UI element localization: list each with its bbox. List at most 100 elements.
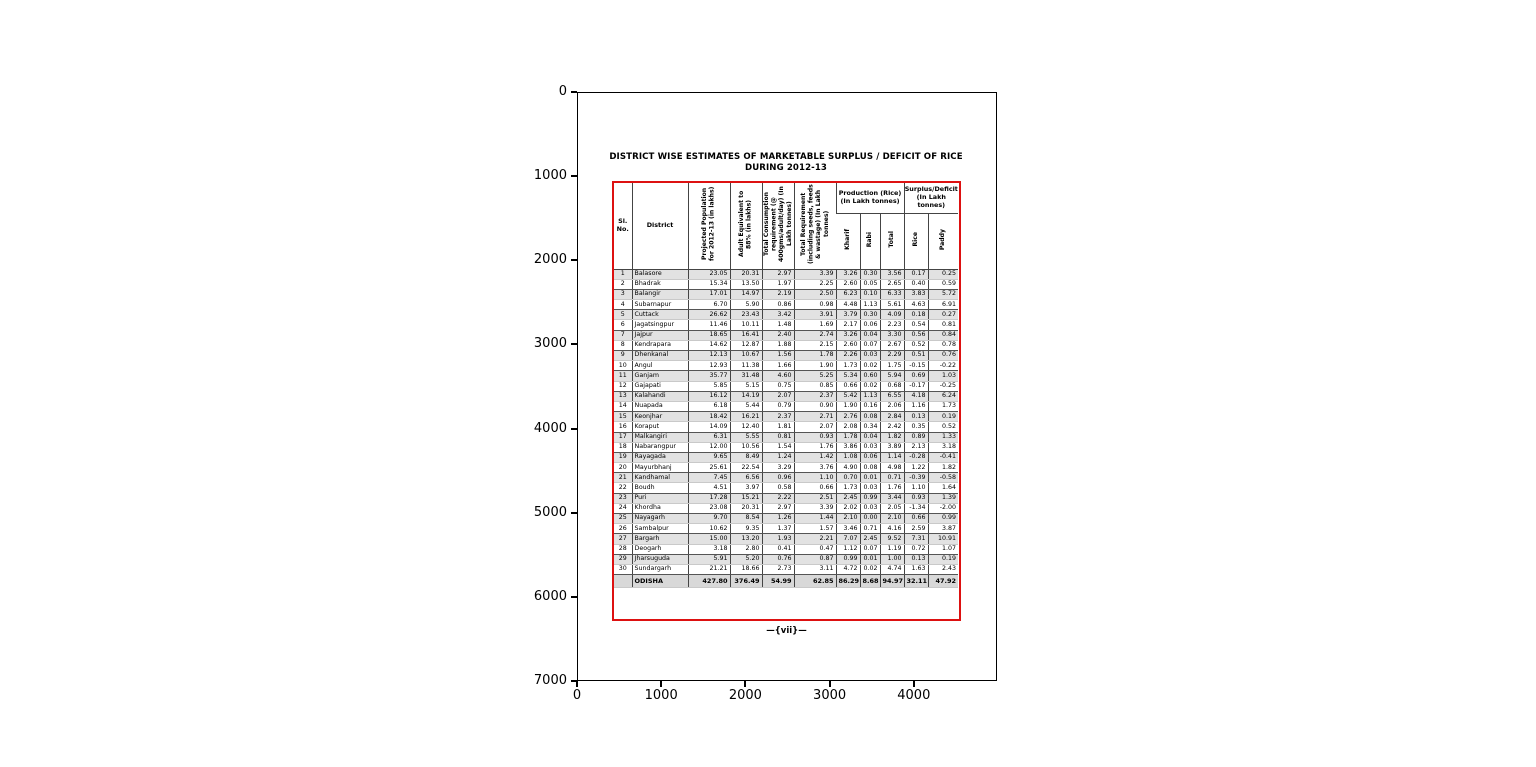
value-cell: 1.37 — [761, 523, 794, 535]
value-cell: 2.60 — [835, 340, 860, 352]
table-row: 6 Jagatsingpur 11.46 10.11 1.48 1.69 2.17 0.06 2… — [614, 319, 959, 331]
value-cell: -0.58 — [927, 472, 959, 484]
value-cell: 1.13 — [859, 391, 880, 402]
value-cell: 0.56 — [903, 330, 929, 341]
value-cell: 5.85 — [687, 381, 730, 392]
y-tick-label: 7000 — [533, 673, 567, 688]
value-cell: 12.40 — [729, 421, 762, 433]
value-cell: 2.45 — [859, 533, 880, 545]
value-cell: 0.02 — [859, 360, 880, 372]
value-cell: 427.80 — [687, 574, 730, 589]
value-cell: 2.60 — [835, 279, 860, 290]
value-cell: 0.30 — [859, 309, 880, 321]
value-cell: 0.81 — [927, 319, 959, 331]
value-cell: 1.57 — [793, 523, 836, 535]
table-row: 15 Keonjhar 18.42 16.21 2.37 2.71 2.76 0.08 2.84… — [614, 411, 959, 423]
value-cell: 4.48 — [835, 299, 860, 311]
value-cell: 0.72 — [903, 544, 929, 555]
value-cell: 1.93 — [761, 533, 794, 545]
sl-no-cell: 17 — [614, 432, 632, 443]
y-tick-mark — [571, 595, 577, 598]
value-cell: 2.67 — [879, 340, 905, 352]
x-tick-label: 3000 — [813, 688, 847, 703]
value-cell: 2.21 — [793, 533, 836, 545]
y-tick-mark — [571, 259, 577, 262]
col-header-population: Projected Population for 2012-13 (in lak… — [687, 183, 730, 270]
y-tick-mark — [571, 427, 577, 430]
value-cell: 7.45 — [687, 472, 730, 484]
col-header-adult-equivalent: Adult Equivalent to 88% (in lakhs) — [729, 183, 762, 270]
value-cell: 5.34 — [835, 370, 860, 382]
district-cell: Koraput — [631, 421, 688, 433]
value-cell: 4.60 — [761, 370, 794, 382]
value-cell: 3.76 — [793, 462, 836, 474]
sl-no-cell: 25 — [614, 513, 632, 525]
value-cell: 0.58 — [761, 482, 794, 494]
sl-no-cell: 6 — [614, 319, 632, 331]
district-cell: Kandhamal — [631, 472, 688, 484]
value-cell: -0.17 — [903, 381, 929, 392]
value-cell: 0.99 — [927, 513, 959, 525]
value-cell: 8.49 — [729, 452, 762, 464]
value-cell: 86.29 — [835, 574, 860, 589]
value-cell: 4.72 — [835, 564, 860, 576]
value-cell: 1.16 — [903, 401, 929, 413]
value-cell: 3.91 — [793, 309, 836, 321]
value-cell: 0.98 — [793, 299, 836, 311]
value-cell: 1.66 — [761, 360, 794, 372]
x-tick-label: 4000 — [897, 688, 931, 703]
value-cell: 1.22 — [903, 462, 929, 474]
district-cell: Dhenkanal — [631, 350, 688, 362]
y-tick-mark — [571, 680, 577, 682]
value-cell: 3.26 — [835, 269, 860, 280]
value-cell: 10.67 — [729, 350, 762, 362]
value-cell: 0.85 — [793, 381, 836, 392]
district-cell: Angul — [631, 360, 688, 372]
value-cell: 0.66 — [793, 482, 836, 494]
value-cell: 10.56 — [729, 442, 762, 453]
value-cell: 0.52 — [927, 421, 959, 433]
district-cell: Rayagada — [631, 452, 688, 464]
value-cell: 2.71 — [793, 411, 836, 423]
sl-no-cell: 3 — [614, 289, 632, 301]
value-cell: 0.69 — [903, 370, 929, 382]
value-cell: 0.19 — [927, 554, 959, 565]
value-cell: 0.54 — [903, 319, 929, 331]
value-cell: 1.42 — [793, 452, 836, 464]
value-cell: -0.41 — [927, 452, 959, 464]
value-cell: 1.90 — [793, 360, 836, 372]
value-cell: 0.96 — [761, 472, 794, 484]
value-cell: 1.73 — [835, 482, 860, 494]
value-cell: 2.65 — [879, 279, 905, 290]
value-cell: -0.28 — [903, 452, 929, 464]
value-cell: 0.04 — [859, 330, 880, 341]
value-cell: 15.00 — [687, 533, 730, 545]
x-tick-label: 0 — [572, 688, 582, 703]
value-cell: 0.06 — [859, 319, 880, 331]
value-cell: 2.26 — [835, 350, 860, 362]
value-cell: 0.84 — [927, 330, 959, 341]
value-cell: 26.62 — [687, 309, 730, 321]
value-cell: 23.05 — [687, 269, 730, 280]
y-tick-mark — [571, 91, 577, 93]
value-cell: 3.42 — [761, 309, 794, 321]
value-cell: 1.56 — [761, 350, 794, 362]
value-cell: 0.27 — [927, 309, 959, 321]
value-cell: 11.38 — [729, 360, 762, 372]
value-cell: 0.93 — [793, 432, 836, 443]
value-cell: 1.88 — [761, 340, 794, 352]
value-cell: 2.40 — [761, 330, 794, 341]
y-tick-label: 0 — [558, 84, 567, 99]
sl-no-cell: 1 — [614, 269, 632, 280]
value-cell: 0.60 — [859, 370, 880, 382]
value-cell: 0.10 — [859, 289, 880, 301]
value-cell: 1.08 — [835, 452, 860, 464]
value-cell: 2.73 — [761, 564, 794, 576]
document-title-line2: DURING 2012-13 — [744, 163, 827, 174]
value-cell: 1.10 — [903, 482, 929, 494]
value-cell: 0.99 — [835, 554, 860, 565]
value-cell: 0.30 — [859, 269, 880, 280]
value-cell: 16.12 — [687, 391, 730, 402]
value-cell: 1.75 — [879, 360, 905, 372]
value-cell: 2.37 — [793, 391, 836, 402]
